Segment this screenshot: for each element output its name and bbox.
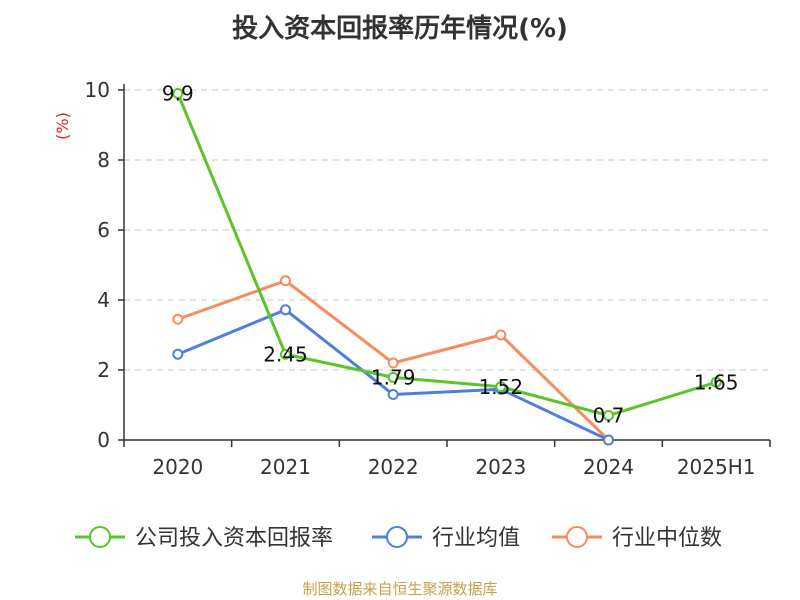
series-layer xyxy=(172,88,722,446)
legend-label: 公司投入资本回报率 xyxy=(135,526,333,551)
data-label: 0.7 xyxy=(593,404,625,428)
y-tick-label: 6 xyxy=(97,218,110,242)
legend-marker xyxy=(566,526,588,548)
data-point xyxy=(172,313,184,325)
data-point xyxy=(495,329,507,341)
y-axis-unit-label: (%) xyxy=(53,112,72,140)
data-label: 1.79 xyxy=(371,365,416,389)
legend-item: 公司投入资本回报率 xyxy=(75,526,333,551)
data-label: 9.9 xyxy=(162,82,194,106)
data-point xyxy=(710,376,722,388)
y-tick-label: 4 xyxy=(97,288,110,312)
x-tick-label: 2024 xyxy=(583,455,634,479)
legend-layer: 公司投入资本回报率 行业均值 行业中位数 xyxy=(75,526,722,551)
data-point xyxy=(387,389,399,400)
source-note: 制图数据来自恒生聚源数据库 xyxy=(302,580,498,598)
label-layer: 9.9 2.45 1.79 1.52 0.7 1.65 xyxy=(162,82,739,428)
data-point xyxy=(387,371,399,383)
data-label: 1.52 xyxy=(479,375,524,399)
data-point xyxy=(172,88,184,99)
data-label: 1.65 xyxy=(694,370,739,394)
data-point xyxy=(280,348,291,360)
legend-item: 行业中位数 xyxy=(552,526,722,551)
x-tick-label: 2025H1 xyxy=(677,455,756,479)
y-tick-label: 10 xyxy=(85,78,110,102)
data-point xyxy=(603,434,614,446)
series-line xyxy=(176,92,717,417)
x-tick-label: 2020 xyxy=(152,455,203,479)
legend-marker xyxy=(386,526,408,548)
data-point xyxy=(495,381,507,393)
y-tick-label: 8 xyxy=(97,148,110,172)
y-tick-label: 0 xyxy=(97,428,110,452)
data-point xyxy=(603,410,614,421)
data-point xyxy=(172,348,184,360)
data-point xyxy=(280,304,291,316)
axis-layer: 0 2 4 6 8 10 2020 2021 2022 2023 2024 2025H1 (%) xyxy=(53,78,771,479)
legend-marker xyxy=(89,526,111,548)
y-tick-label: 2 xyxy=(97,358,110,382)
x-tick-label: 2022 xyxy=(368,455,419,479)
data-label: 2.45 xyxy=(263,342,308,366)
chart-title: 投入资本回报率历年情况(%) xyxy=(232,14,568,44)
x-tick-label: 2021 xyxy=(260,455,311,479)
legend-item: 行业均值 xyxy=(372,526,520,551)
data-point xyxy=(387,357,399,369)
x-tick-label: 2023 xyxy=(475,455,526,479)
data-point xyxy=(280,275,291,287)
legend-label: 行业均值 xyxy=(432,526,520,551)
grid-layer xyxy=(124,89,770,371)
legend-label: 行业中位数 xyxy=(612,526,722,551)
